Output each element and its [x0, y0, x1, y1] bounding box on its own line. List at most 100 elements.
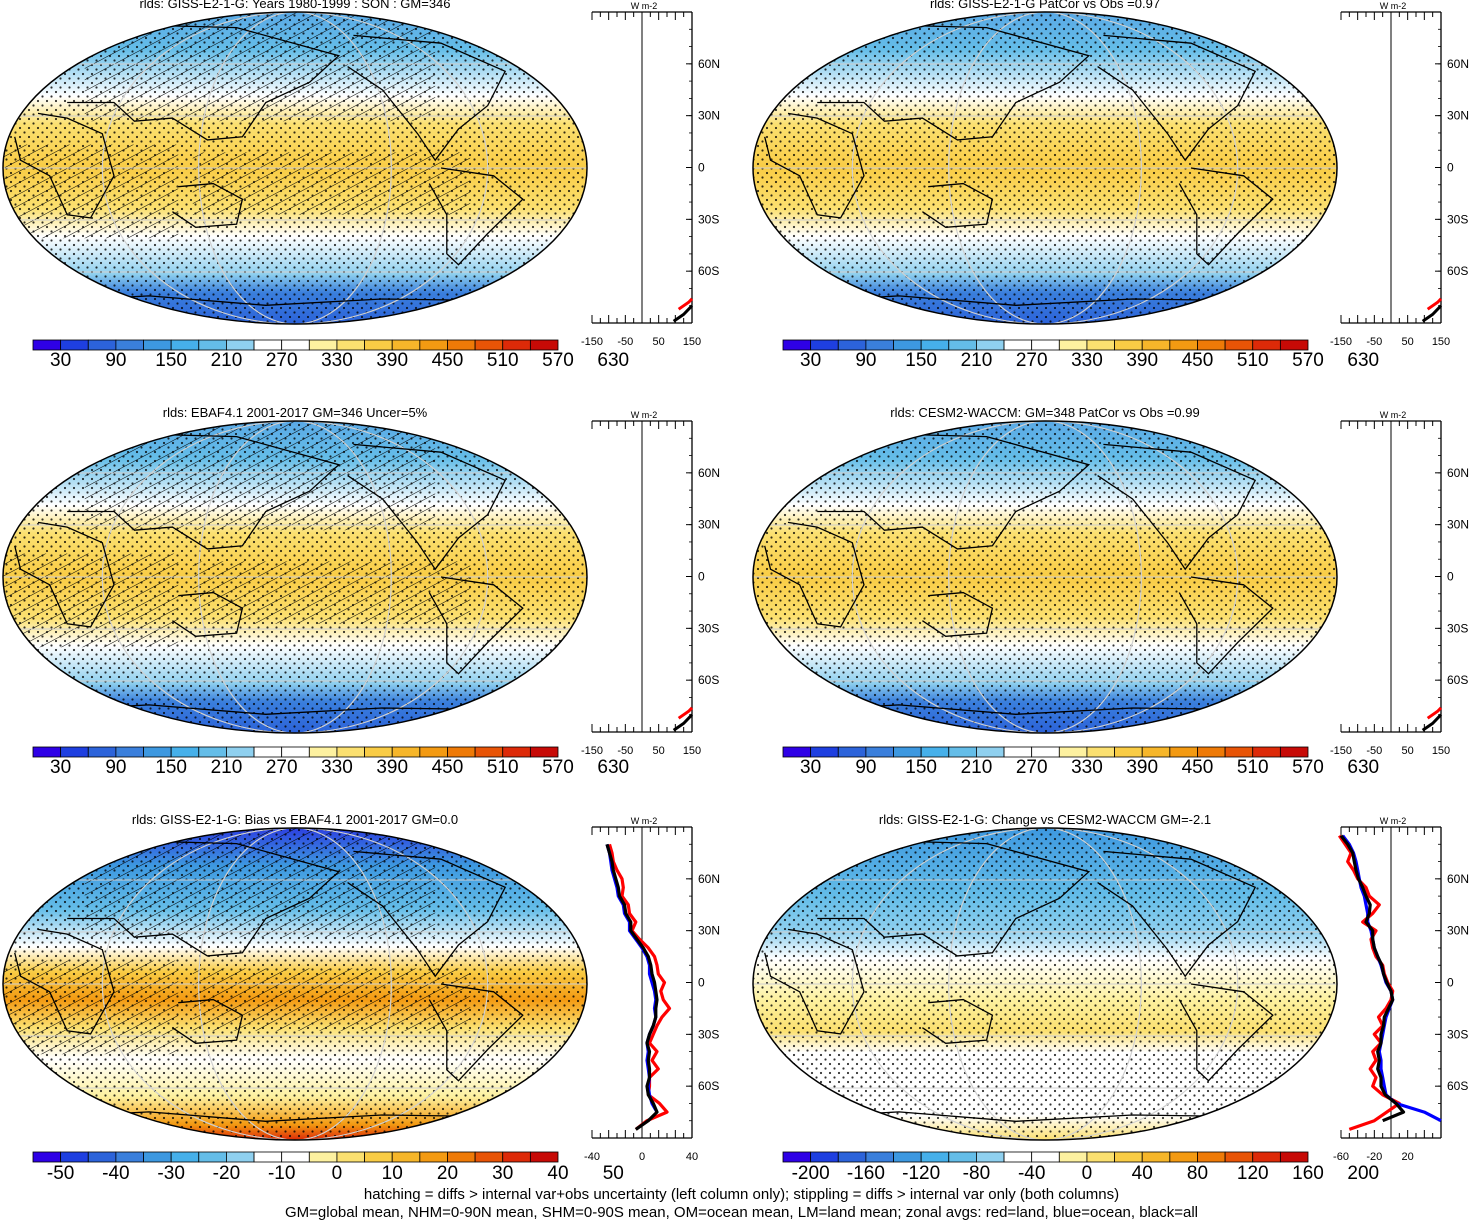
colorbar-swatch [1058, 746, 1088, 758]
zonal-mean-plot: W m-2 -40 0 40 60N 30N 0 30S 60S [584, 816, 720, 1163]
colorbar-swatch [948, 1151, 977, 1163]
coastline [347, 850, 507, 978]
colorbar-label: 30 [50, 757, 71, 778]
colorbar-label: 330 [321, 350, 353, 371]
colorbar-swatch [143, 1151, 172, 1163]
map-title: rlds: GISS-E2-1-G PatCor vs Obs =0.97 [930, 0, 1160, 11]
x-tick-label: -40 [584, 1151, 600, 1163]
y-tick-label: 0 [1447, 976, 1454, 990]
zonal-line-land [677, 297, 694, 311]
x-tick-label: -50 [1366, 336, 1382, 348]
colorbar: -50 -40 -30 -20 -10 0 10 20 30 40 50 [32, 1151, 624, 1184]
colorbar-swatch [1279, 339, 1309, 351]
colorbar-label: 510 [1237, 350, 1269, 371]
x-tick-label: 150 [683, 745, 701, 757]
colorbar-swatch [308, 1151, 338, 1163]
y-tick-label: 30N [698, 924, 720, 938]
colorbar-label: -20 [213, 1163, 240, 1184]
colorbar-swatch [32, 339, 62, 351]
y-tick-label: 60S [698, 673, 719, 687]
colorbar-swatch [810, 1151, 839, 1163]
hatching-tropics [192, 152, 471, 215]
colorbar-swatch [948, 746, 977, 758]
colorbar-label: 30 [492, 1163, 513, 1184]
colorbar-swatch [447, 746, 476, 758]
coastline [14, 521, 115, 628]
zonal-line-land [677, 706, 694, 720]
x-tick-label: 0 [639, 1151, 645, 1163]
colorbar-label: -200 [792, 1163, 830, 1184]
colorbar-swatch [419, 746, 448, 758]
colorbar-swatch [1279, 1151, 1309, 1163]
colorbar-swatch [198, 1151, 227, 1163]
colorbar-swatch [143, 339, 172, 351]
colorbar: 30 90 150 210 270 330 390 450 510 570 630 [782, 746, 1379, 778]
panel-6: rlds: GISS-E2-1-G: Change vs CESM2-WACCM… [752, 812, 1469, 1184]
x-tick-label: -50 [1366, 745, 1382, 757]
colorbar-swatch [226, 1151, 255, 1163]
colorbar-swatch [226, 339, 255, 351]
colorbar-swatch [1114, 339, 1143, 351]
colorbar-label: 510 [487, 350, 519, 371]
hatching-africa [3, 553, 179, 648]
colorbar-swatch [1197, 1151, 1226, 1163]
panel-3: rlds: EBAF4.1 2001-2017 GM=346 Uncer=5% 3… [2, 405, 720, 778]
colorbar-swatch [1252, 1151, 1281, 1163]
x-tick-label: 40 [686, 1151, 698, 1163]
colorbar-label: 0 [1082, 1163, 1093, 1184]
colorbar-label: -10 [268, 1163, 295, 1184]
colorbar-swatch [1031, 339, 1060, 351]
colorbar-swatch [60, 339, 89, 351]
colorbar-label: 80 [1187, 1163, 1208, 1184]
coastline [1178, 983, 1274, 1082]
world-map [753, 828, 1337, 1140]
zonal-line-all [605, 843, 659, 1131]
y-tick-label: 30S [1447, 621, 1468, 635]
colorbar-swatch [336, 746, 365, 758]
colorbar-swatch [1031, 1151, 1060, 1163]
colorbar-swatch [1031, 746, 1060, 758]
panel-1: rlds: GISS-E2-1-G: Years 1980-1999 : SON… [2, 0, 720, 371]
colorbar-swatch [837, 339, 867, 351]
colorbar-swatch [170, 339, 200, 351]
colorbar-swatch [920, 1151, 950, 1163]
map-title: rlds: EBAF4.1 2001-2017 GM=346 Uncer=5% [163, 405, 428, 420]
colorbar-label: 270 [1016, 757, 1048, 778]
zonal-line-all [1339, 834, 1406, 1123]
zonal-line-all [672, 304, 694, 323]
zonal-line-all [672, 713, 694, 732]
units-label: W m-2 [1380, 816, 1407, 826]
coastline [1097, 850, 1257, 978]
x-tick-label: 50 [653, 745, 665, 757]
colorbar-label: 150 [155, 350, 187, 371]
zonal-mean-plot: W m-2 -60 -20 20 60N 30N 0 30S 60S [1333, 816, 1469, 1163]
colorbar-label: 390 [376, 757, 408, 778]
colorbar: -200 -160 -120 -80 -40 0 40 80 120 160 200 [782, 1151, 1379, 1184]
y-tick-label: 60S [1447, 1079, 1468, 1093]
colorbar-swatch [1224, 339, 1254, 351]
colorbar: 30 90 150 210 270 330 390 450 510 570 630 [782, 339, 1379, 371]
colorbar-swatch [1169, 339, 1198, 351]
units-label: W m-2 [1380, 410, 1407, 420]
y-tick-label: 0 [698, 161, 705, 175]
colorbar-swatch [419, 339, 448, 351]
colorbar-swatch [198, 339, 227, 351]
colorbar-swatch [782, 746, 812, 758]
coastline [428, 576, 524, 675]
colorbar-swatch [782, 339, 812, 351]
colorbar-swatch [336, 339, 365, 351]
y-tick-label: 30N [1447, 924, 1469, 938]
colorbar-label: 90 [105, 350, 126, 371]
colorbar-label: 150 [905, 757, 937, 778]
colorbar-label: 10 [382, 1163, 403, 1184]
zonal-line-land [1337, 834, 1401, 1131]
colorbar-swatch [391, 339, 421, 351]
colorbar-swatch [502, 1151, 531, 1163]
colorbar-label: 330 [1071, 350, 1103, 371]
colorbar-label: 270 [266, 350, 298, 371]
x-tick-label: -20 [1366, 1151, 1382, 1163]
colorbar-label: 390 [1126, 757, 1158, 778]
units-label: W m-2 [1380, 1, 1407, 11]
coastline [764, 521, 865, 628]
colorbar-swatch [502, 339, 531, 351]
